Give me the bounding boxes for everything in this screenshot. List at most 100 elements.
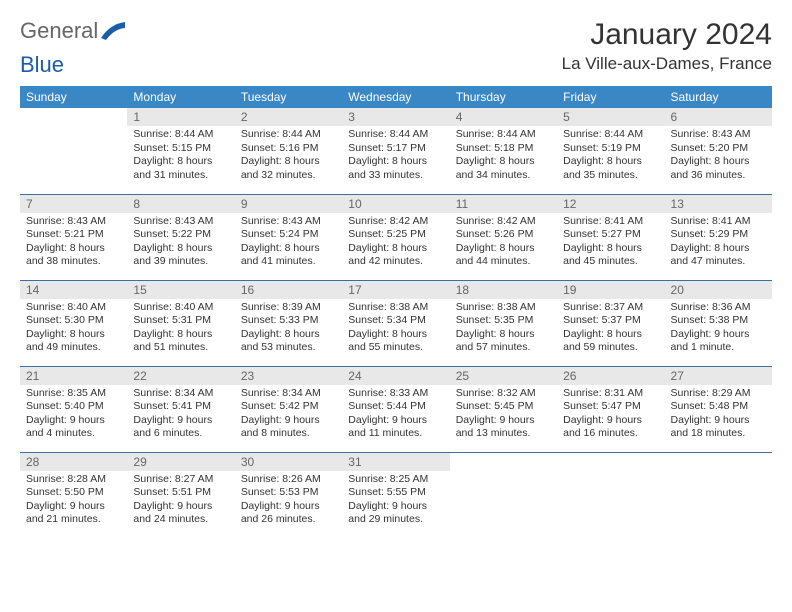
calendar-cell: 15Sunrise: 8:40 AMSunset: 5:31 PMDayligh…: [127, 280, 234, 366]
calendar-cell: 27Sunrise: 8:29 AMSunset: 5:48 PMDayligh…: [665, 366, 772, 452]
calendar-cell: 20Sunrise: 8:36 AMSunset: 5:38 PMDayligh…: [665, 280, 772, 366]
day-number: 28: [20, 453, 127, 471]
logo-text-b: Blue: [20, 52, 772, 78]
day-content: Sunrise: 8:44 AMSunset: 5:17 PMDaylight:…: [342, 126, 449, 187]
day-number: 4: [450, 108, 557, 126]
weekday-header-row: SundayMondayTuesdayWednesdayThursdayFrid…: [20, 86, 772, 108]
calendar-cell: 28Sunrise: 8:28 AMSunset: 5:50 PMDayligh…: [20, 452, 127, 538]
day-content: Sunrise: 8:44 AMSunset: 5:18 PMDaylight:…: [450, 126, 557, 187]
calendar-cell: 8Sunrise: 8:43 AMSunset: 5:22 PMDaylight…: [127, 194, 234, 280]
day-content: Sunrise: 8:34 AMSunset: 5:41 PMDaylight:…: [127, 385, 234, 446]
day-number: 15: [127, 281, 234, 299]
day-number: 6: [665, 108, 772, 126]
day-content: Sunrise: 8:28 AMSunset: 5:50 PMDaylight:…: [20, 471, 127, 532]
calendar-cell: 10Sunrise: 8:42 AMSunset: 5:25 PMDayligh…: [342, 194, 449, 280]
day-content: Sunrise: 8:38 AMSunset: 5:34 PMDaylight:…: [342, 299, 449, 360]
calendar-cell: 24Sunrise: 8:33 AMSunset: 5:44 PMDayligh…: [342, 366, 449, 452]
calendar-row: 14Sunrise: 8:40 AMSunset: 5:30 PMDayligh…: [20, 280, 772, 366]
calendar-cell: 4Sunrise: 8:44 AMSunset: 5:18 PMDaylight…: [450, 108, 557, 194]
day-content: Sunrise: 8:34 AMSunset: 5:42 PMDaylight:…: [235, 385, 342, 446]
calendar-cell: 6Sunrise: 8:43 AMSunset: 5:20 PMDaylight…: [665, 108, 772, 194]
calendar-row: 7Sunrise: 8:43 AMSunset: 5:21 PMDaylight…: [20, 194, 772, 280]
day-content: Sunrise: 8:38 AMSunset: 5:35 PMDaylight:…: [450, 299, 557, 360]
calendar-cell: 29Sunrise: 8:27 AMSunset: 5:51 PMDayligh…: [127, 452, 234, 538]
day-content: Sunrise: 8:43 AMSunset: 5:24 PMDaylight:…: [235, 213, 342, 274]
logo-swoosh-icon: [100, 20, 126, 42]
day-content: Sunrise: 8:40 AMSunset: 5:30 PMDaylight:…: [20, 299, 127, 360]
day-number: 25: [450, 367, 557, 385]
weekday-header: Friday: [557, 86, 664, 108]
day-content: Sunrise: 8:27 AMSunset: 5:51 PMDaylight:…: [127, 471, 234, 532]
day-content: Sunrise: 8:32 AMSunset: 5:45 PMDaylight:…: [450, 385, 557, 446]
calendar-cell: 30Sunrise: 8:26 AMSunset: 5:53 PMDayligh…: [235, 452, 342, 538]
calendar-table: SundayMondayTuesdayWednesdayThursdayFrid…: [20, 86, 772, 538]
day-number: 3: [342, 108, 449, 126]
day-content: Sunrise: 8:37 AMSunset: 5:37 PMDaylight:…: [557, 299, 664, 360]
weekday-header: Thursday: [450, 86, 557, 108]
day-number: 22: [127, 367, 234, 385]
day-content: Sunrise: 8:41 AMSunset: 5:29 PMDaylight:…: [665, 213, 772, 274]
calendar-cell: [665, 452, 772, 538]
weekday-header: Saturday: [665, 86, 772, 108]
day-number: 24: [342, 367, 449, 385]
calendar-cell: 16Sunrise: 8:39 AMSunset: 5:33 PMDayligh…: [235, 280, 342, 366]
calendar-cell: 11Sunrise: 8:42 AMSunset: 5:26 PMDayligh…: [450, 194, 557, 280]
calendar-row: 28Sunrise: 8:28 AMSunset: 5:50 PMDayligh…: [20, 452, 772, 538]
calendar-cell: 22Sunrise: 8:34 AMSunset: 5:41 PMDayligh…: [127, 366, 234, 452]
day-number: 17: [342, 281, 449, 299]
calendar-cell: 1Sunrise: 8:44 AMSunset: 5:15 PMDaylight…: [127, 108, 234, 194]
calendar-cell: 23Sunrise: 8:34 AMSunset: 5:42 PMDayligh…: [235, 366, 342, 452]
day-content: Sunrise: 8:40 AMSunset: 5:31 PMDaylight:…: [127, 299, 234, 360]
day-number: 23: [235, 367, 342, 385]
day-number: 16: [235, 281, 342, 299]
day-content: Sunrise: 8:29 AMSunset: 5:48 PMDaylight:…: [665, 385, 772, 446]
day-number: 29: [127, 453, 234, 471]
day-number: 7: [20, 195, 127, 213]
weekday-header: Wednesday: [342, 86, 449, 108]
logo-text-a: General: [20, 18, 98, 44]
weekday-header: Tuesday: [235, 86, 342, 108]
calendar-cell: 12Sunrise: 8:41 AMSunset: 5:27 PMDayligh…: [557, 194, 664, 280]
day-number: 13: [665, 195, 772, 213]
day-content: Sunrise: 8:44 AMSunset: 5:15 PMDaylight:…: [127, 126, 234, 187]
day-content: Sunrise: 8:42 AMSunset: 5:26 PMDaylight:…: [450, 213, 557, 274]
calendar-cell: 25Sunrise: 8:32 AMSunset: 5:45 PMDayligh…: [450, 366, 557, 452]
calendar-body: 1Sunrise: 8:44 AMSunset: 5:15 PMDaylight…: [20, 108, 772, 538]
logo: General: [20, 18, 128, 44]
day-content: Sunrise: 8:36 AMSunset: 5:38 PMDaylight:…: [665, 299, 772, 360]
day-content: Sunrise: 8:35 AMSunset: 5:40 PMDaylight:…: [20, 385, 127, 446]
calendar-cell: 17Sunrise: 8:38 AMSunset: 5:34 PMDayligh…: [342, 280, 449, 366]
calendar-cell: 9Sunrise: 8:43 AMSunset: 5:24 PMDaylight…: [235, 194, 342, 280]
day-number: 20: [665, 281, 772, 299]
day-content: Sunrise: 8:33 AMSunset: 5:44 PMDaylight:…: [342, 385, 449, 446]
day-number: 9: [235, 195, 342, 213]
calendar-row: 1Sunrise: 8:44 AMSunset: 5:15 PMDaylight…: [20, 108, 772, 194]
calendar-cell: [557, 452, 664, 538]
calendar-cell: [20, 108, 127, 194]
weekday-header: Sunday: [20, 86, 127, 108]
day-number: 11: [450, 195, 557, 213]
day-number: 31: [342, 453, 449, 471]
calendar-cell: 5Sunrise: 8:44 AMSunset: 5:19 PMDaylight…: [557, 108, 664, 194]
day-content: Sunrise: 8:44 AMSunset: 5:19 PMDaylight:…: [557, 126, 664, 187]
day-content: Sunrise: 8:43 AMSunset: 5:20 PMDaylight:…: [665, 126, 772, 187]
day-content: Sunrise: 8:41 AMSunset: 5:27 PMDaylight:…: [557, 213, 664, 274]
day-number: 14: [20, 281, 127, 299]
calendar-cell: 26Sunrise: 8:31 AMSunset: 5:47 PMDayligh…: [557, 366, 664, 452]
day-content: Sunrise: 8:31 AMSunset: 5:47 PMDaylight:…: [557, 385, 664, 446]
day-number: 18: [450, 281, 557, 299]
month-title: January 2024: [562, 18, 772, 52]
calendar-cell: 31Sunrise: 8:25 AMSunset: 5:55 PMDayligh…: [342, 452, 449, 538]
calendar-cell: [450, 452, 557, 538]
day-number: 26: [557, 367, 664, 385]
calendar-cell: 3Sunrise: 8:44 AMSunset: 5:17 PMDaylight…: [342, 108, 449, 194]
day-number: 30: [235, 453, 342, 471]
weekday-header: Monday: [127, 86, 234, 108]
calendar-cell: 21Sunrise: 8:35 AMSunset: 5:40 PMDayligh…: [20, 366, 127, 452]
calendar-cell: 19Sunrise: 8:37 AMSunset: 5:37 PMDayligh…: [557, 280, 664, 366]
calendar-cell: 2Sunrise: 8:44 AMSunset: 5:16 PMDaylight…: [235, 108, 342, 194]
day-number: 8: [127, 195, 234, 213]
day-content: Sunrise: 8:26 AMSunset: 5:53 PMDaylight:…: [235, 471, 342, 532]
calendar-cell: 14Sunrise: 8:40 AMSunset: 5:30 PMDayligh…: [20, 280, 127, 366]
calendar-cell: 18Sunrise: 8:38 AMSunset: 5:35 PMDayligh…: [450, 280, 557, 366]
